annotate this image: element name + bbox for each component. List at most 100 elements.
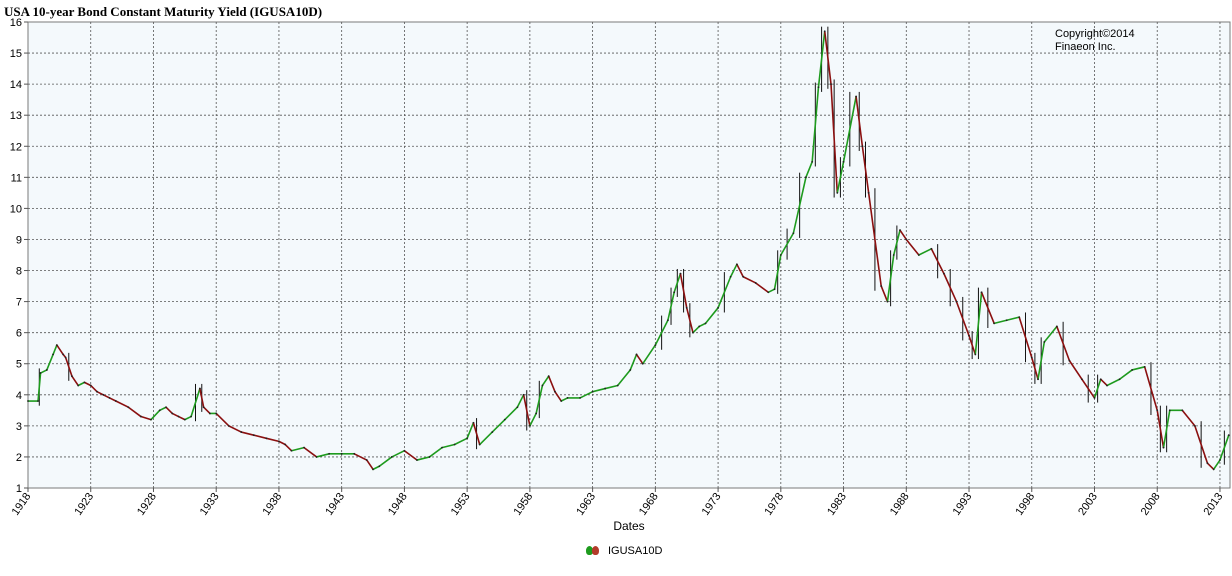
series-segment <box>968 334 977 356</box>
data-point <box>1206 462 1209 465</box>
data-point <box>1193 424 1196 427</box>
series-segment <box>491 418 506 433</box>
data-point <box>811 160 814 163</box>
series-segment <box>1181 409 1196 427</box>
data-point <box>1131 369 1134 371</box>
series-segment <box>685 307 694 334</box>
series-segment <box>535 384 544 415</box>
data-point <box>704 322 707 325</box>
x-tick-label: 1998 <box>1013 491 1037 518</box>
data-point <box>71 375 73 378</box>
data-point <box>654 344 657 346</box>
series-segment <box>1212 459 1221 471</box>
data-point <box>150 418 152 421</box>
data-point <box>62 353 65 356</box>
x-tick-label: 1923 <box>72 491 96 518</box>
data-point <box>560 400 563 402</box>
data-point <box>773 288 776 291</box>
data-point <box>1043 341 1046 343</box>
data-point <box>1156 409 1159 412</box>
data-point <box>1030 356 1033 359</box>
series-segment <box>127 406 142 418</box>
series-segment <box>1206 462 1215 471</box>
series-segment <box>823 30 832 85</box>
series-segment <box>1131 366 1146 371</box>
data-point <box>390 456 393 458</box>
y-tick-label: 15 <box>10 48 22 60</box>
series-segment <box>378 456 393 468</box>
x-tick-label: 1933 <box>198 491 222 518</box>
data-point <box>1081 378 1083 381</box>
data-point <box>278 440 280 443</box>
data-point <box>547 375 550 378</box>
data-point <box>365 459 368 461</box>
data-point <box>1227 434 1230 437</box>
x-tick-label: 1953 <box>449 491 473 518</box>
data-point <box>1055 325 1058 328</box>
data-point <box>685 306 688 309</box>
data-point <box>867 191 870 194</box>
data-point <box>403 449 406 452</box>
x-tick-label: 1983 <box>825 491 849 518</box>
series-segment <box>184 415 192 421</box>
data-point <box>453 443 456 446</box>
x-axis-ticks: 1918 1923 1928 1933 1938 1943 1948 1953 1958 1963… <box>10 488 1226 518</box>
x-tick-label: 1918 <box>10 491 34 518</box>
data-point <box>466 437 469 440</box>
series-segment <box>1194 425 1209 464</box>
series-segment <box>64 356 73 377</box>
data-point <box>77 384 80 387</box>
series-segment <box>52 344 58 356</box>
series-segment <box>472 421 481 446</box>
series-segment <box>265 437 280 443</box>
y-tick-label: 3 <box>16 421 22 433</box>
series-segment <box>861 145 870 194</box>
data-point <box>1093 397 1096 399</box>
series-segment <box>792 176 807 235</box>
series-segment <box>698 322 707 328</box>
y-tick-label: 6 <box>16 328 22 340</box>
data-point <box>842 160 845 163</box>
series-segment <box>77 381 86 387</box>
series-segment <box>773 254 782 290</box>
series-segment <box>96 390 105 396</box>
x-tick-label: 2013 <box>1202 491 1226 518</box>
data-point <box>183 418 186 421</box>
data-point <box>265 437 268 440</box>
legend[interactable]: IGUSA10D <box>586 545 662 557</box>
data-point <box>102 393 105 396</box>
data-point <box>930 247 933 250</box>
series-segment <box>478 431 494 446</box>
series-segment <box>1018 316 1033 359</box>
series-segment <box>253 434 268 440</box>
data-point <box>1219 459 1221 461</box>
data-point <box>980 291 983 294</box>
data-point <box>340 452 343 455</box>
data-point <box>1068 359 1071 362</box>
data-point <box>974 353 977 356</box>
series-segment <box>89 384 98 393</box>
data-point <box>428 456 431 458</box>
y-tick-label: 11 <box>11 172 22 184</box>
series-segment <box>71 375 79 387</box>
series-segment <box>654 319 669 346</box>
legend-series-icon <box>586 545 602 557</box>
plot-area <box>27 21 1231 489</box>
series-segment <box>140 415 152 421</box>
data-point <box>227 424 230 427</box>
data-point <box>190 415 193 418</box>
series-segment <box>1118 369 1133 381</box>
x-axis-label: Dates <box>613 519 644 533</box>
data-point <box>114 400 117 402</box>
data-point <box>516 406 519 409</box>
data-point <box>503 418 506 421</box>
data-point <box>45 369 48 371</box>
series-segment <box>736 263 744 278</box>
series-segment <box>692 325 701 334</box>
y-tick-label: 1 <box>16 483 22 495</box>
series-segment <box>899 229 908 241</box>
series-segment <box>616 369 632 387</box>
x-tick-label: 1943 <box>323 491 347 518</box>
y-tick-label: 4 <box>16 390 22 402</box>
data-point <box>1037 378 1039 381</box>
